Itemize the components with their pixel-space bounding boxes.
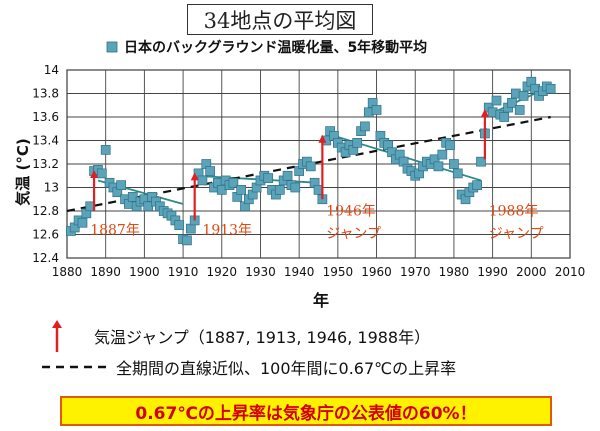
y-tick-label: 13.2 [32,157,59,171]
y-tick-label: 12.4 [32,251,59,265]
linear-fit-line [66,115,551,213]
data-point [100,145,111,155]
chart-legend: 日本のバックグラウンド温暖化量、5年移動平均 [106,39,427,56]
data-point [433,161,444,172]
dashed-line-icon [42,365,108,369]
x-tick-label: 1940 [284,265,315,279]
annotation-label: 1887年 [90,223,140,239]
data-point [236,185,246,195]
x-tick-label: 2000 [516,265,547,279]
y-axis-label: 気温 (°C) [14,138,32,205]
y-tick-label: 13 [44,181,59,195]
annotation-label: ジャンプ [489,226,544,242]
data-point [174,220,185,230]
data-point [290,182,301,193]
data-point [116,180,127,190]
jump-arrow-head [90,170,99,179]
data-point [452,168,463,179]
x-tick-label: 1970 [400,265,431,279]
x-tick-label: 1890 [90,265,121,279]
data-point [197,175,208,186]
note-banner: 0.67℃の上昇率は気象庁の公表値の60%！ [60,396,552,426]
legend-text: 日本のバックグラウンド温暖化量、5年移動平均 [124,39,427,56]
data-point [205,166,216,176]
annotation-label: 1988年 [489,204,539,220]
x-tick-label: 1930 [245,265,276,279]
data-point [96,168,107,179]
x-tick-label: 2010 [555,265,586,279]
y-tick-label: 13.6 [32,110,59,124]
data-point [545,83,556,94]
data-point [263,173,274,183]
data-point [449,159,459,169]
data-point [274,185,285,195]
y-tick-label: 12.6 [32,228,59,242]
data-point [499,112,510,122]
x-tick-label: 1980 [439,265,470,279]
data-point [437,149,448,160]
y-tick-label: 13.8 [32,87,59,101]
data-point [472,180,482,190]
x-tick-label: 1990 [477,265,508,279]
y-tick-label: 14 [44,63,59,77]
x-tick-label: 1950 [323,265,354,279]
chart-title: 34地点の平均図 [187,4,373,35]
data-point [491,95,502,106]
x-tick-label: 1900 [129,265,160,279]
data-point [77,217,88,228]
linear-fit-dashed [66,115,551,213]
data-point [352,138,363,148]
data-point [182,235,192,246]
data-point [228,177,239,188]
jump-legend-text: 気温ジャンプ（1887, 1913, 1946, 1988年） [94,328,431,347]
data-point [371,105,382,115]
data-point [185,223,196,234]
linear-fit-legend-row: 全期間の直線近似、100年間に0.67℃の上昇率 [40,355,456,379]
y-tick-label: 13.4 [32,134,59,148]
x-tick-label: 1960 [361,265,392,279]
jump-arrow-head [480,108,489,117]
data-point [360,121,370,132]
data-point [518,90,529,101]
data-point [305,161,316,172]
data-point [476,156,486,167]
data-point [507,98,517,108]
jump-arrow-head [190,172,199,181]
red-arrow-icon [52,320,62,352]
data-point [514,105,525,115]
x-tick-label: 1910 [168,265,199,279]
data-point [445,140,455,151]
annotation-label: 1946年 [326,204,376,220]
y-tick-label: 12.8 [32,204,59,218]
linear-fit-legend-text: 全期間の直線近似、100年間に0.67℃の上昇率 [116,359,457,378]
jump-legend-row: 気温ジャンプ（1887, 1913, 1946, 1988年） [40,319,430,353]
chart-axes: 1880 1890 1900 1910 1920 1930 1940 1950 1960 1970… [32,63,585,279]
jump-arrow-head [318,134,327,143]
data-point [282,170,293,181]
x-tick-label: 1920 [206,265,237,279]
annotation-label: ジャンプ [326,226,381,242]
x-tick-label: 1880 [52,265,83,279]
jump-arrows [90,108,489,221]
x-axis-label: 年 [313,291,329,310]
annotation-label: 1913年 [202,223,252,239]
legend-marker [106,41,118,53]
